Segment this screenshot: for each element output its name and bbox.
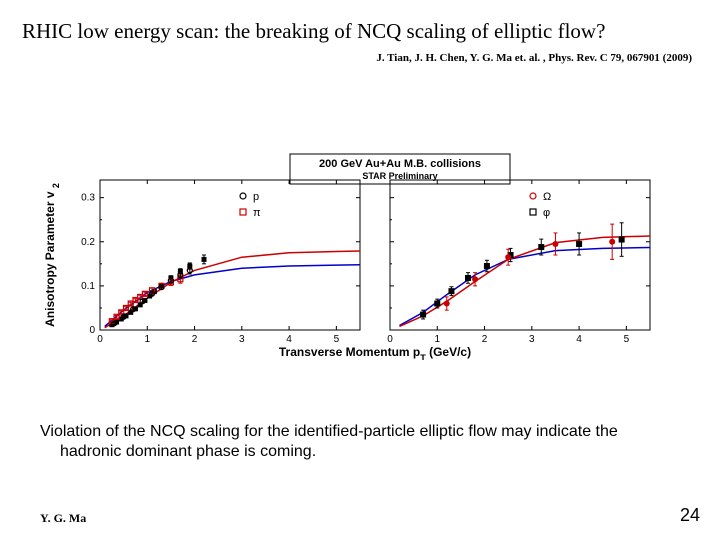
svg-text:4: 4 bbox=[286, 334, 292, 345]
citation-text: J. Tian, J. H. Chen, Y. G. Ma et. al. , … bbox=[22, 52, 698, 64]
svg-text:φ: φ bbox=[543, 207, 550, 219]
svg-text:π: π bbox=[253, 207, 261, 219]
conclusion-text: Violation of the NCQ scaling for the ide… bbox=[40, 422, 680, 462]
svg-text:0.3: 0.3 bbox=[81, 193, 95, 204]
page-title: RHIC low energy scan: the breaking of NC… bbox=[22, 18, 698, 44]
svg-text:0.2: 0.2 bbox=[81, 237, 95, 248]
footer-author: Y. G. Ma bbox=[40, 511, 86, 526]
svg-text:3: 3 bbox=[239, 334, 245, 345]
svg-text:p: p bbox=[253, 191, 259, 203]
svg-text:4: 4 bbox=[576, 334, 582, 345]
svg-text:3: 3 bbox=[529, 334, 535, 345]
svg-text:0: 0 bbox=[97, 334, 103, 345]
svg-text:200 GeV Au+Au M.B. collisions: 200 GeV Au+Au M.B. collisions bbox=[319, 158, 481, 170]
svg-text:1: 1 bbox=[434, 334, 440, 345]
svg-text:Transverse Momentum pT (GeV/c): Transverse Momentum pT (GeV/c) bbox=[279, 345, 471, 360]
svg-text:2: 2 bbox=[482, 334, 488, 345]
svg-text:0: 0 bbox=[89, 325, 95, 336]
svg-text:2: 2 bbox=[192, 334, 198, 345]
svg-text:1: 1 bbox=[144, 334, 150, 345]
svg-text:0.1: 0.1 bbox=[81, 281, 95, 292]
svg-text:Ω: Ω bbox=[543, 191, 551, 203]
elliptic-flow-chart: Anisotropy Parameter v 2 Transverse Momen… bbox=[40, 150, 680, 360]
page-number: 24 bbox=[680, 505, 700, 526]
svg-text:0: 0 bbox=[387, 334, 393, 345]
svg-text:5: 5 bbox=[624, 334, 630, 345]
svg-text:Anisotropy Parameter v 2: Anisotropy Parameter v 2 bbox=[43, 183, 61, 327]
svg-text:5: 5 bbox=[334, 334, 340, 345]
